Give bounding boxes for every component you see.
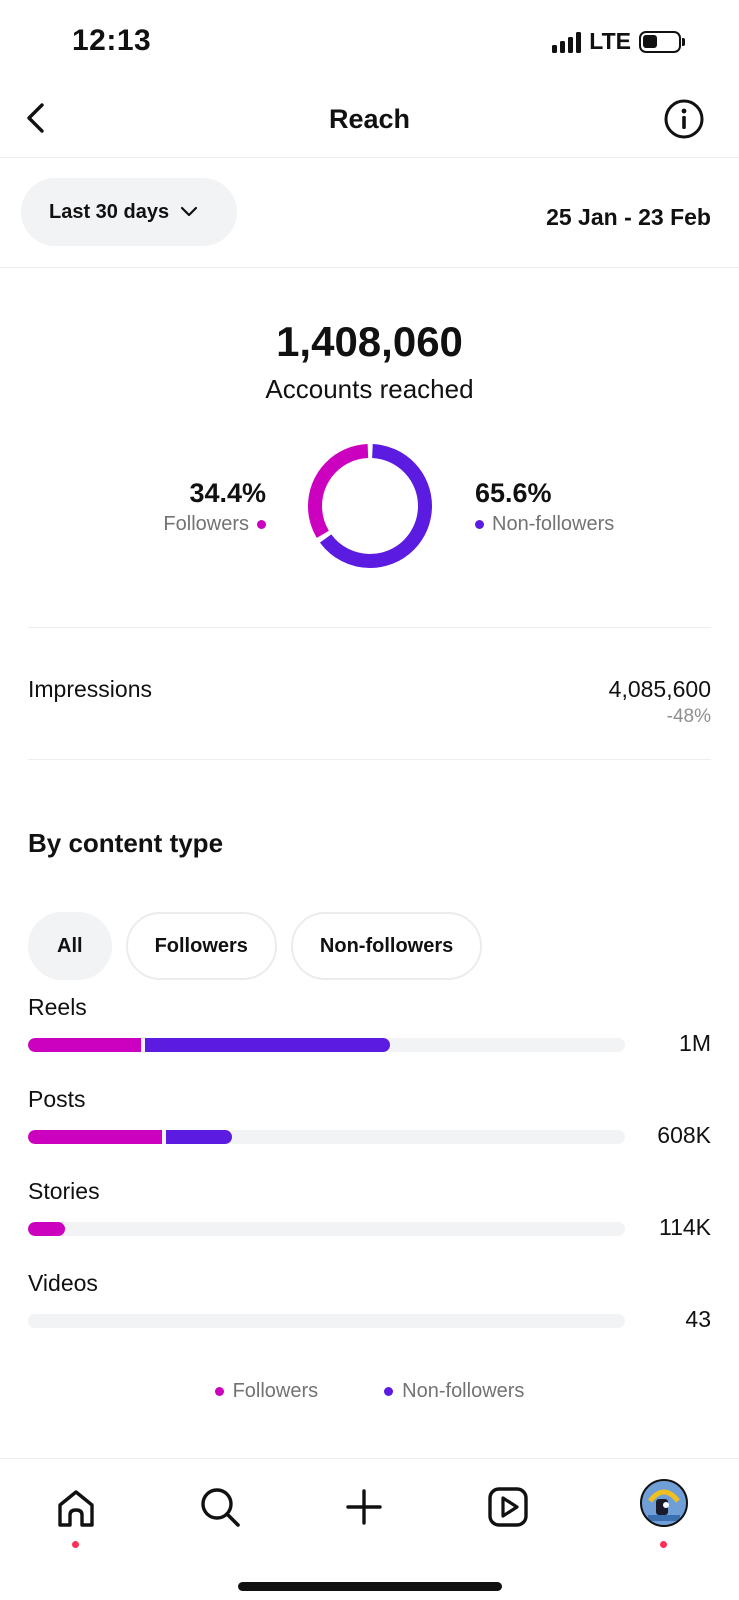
- impressions-change: -48%: [666, 706, 711, 727]
- status-indicators: LTE: [552, 28, 685, 55]
- chip-followers[interactable]: Followers: [125, 912, 277, 980]
- content-type-value: 1M: [679, 1030, 711, 1056]
- nonfollowers-stat: 65.6% Non-followers: [475, 478, 614, 536]
- chip-all[interactable]: All: [28, 912, 112, 980]
- followers-stat: 34.4% Followers: [163, 478, 266, 536]
- nonfollowers-dot-icon: [475, 520, 484, 529]
- page-title: Reach: [328, 104, 411, 134]
- chip-nonfollowers[interactable]: Non-followers: [290, 912, 483, 980]
- followers-stat-label-row: Followers: [163, 513, 266, 536]
- accounts-reached-label: Accounts reached: [265, 374, 474, 404]
- filter-row: Last 30 days 25 Jan - 23 Feb: [0, 158, 739, 268]
- divider: [28, 627, 711, 628]
- nonfollowers-stat-label-row: Non-followers: [475, 513, 614, 536]
- content-type-row-videos: Videos 43: [28, 1270, 711, 1350]
- content-type-row-stories: Stories 114K: [28, 1178, 711, 1258]
- info-icon[interactable]: [663, 98, 705, 140]
- content-type-bar: [28, 1038, 625, 1052]
- followers-label: Followers: [163, 513, 249, 535]
- legend-item-nonfollowers: Non-followers: [384, 1380, 524, 1403]
- donut-segment-nonfollowers: [308, 444, 432, 568]
- nonfollowers-dot-icon: [384, 1387, 394, 1396]
- accounts-reached-value: 1,408,060: [276, 318, 463, 365]
- profile-notification-dot: [660, 1541, 667, 1548]
- reach-donut-chart: [308, 444, 432, 568]
- home-notification-dot: [72, 1541, 79, 1548]
- impressions-label: Impressions: [28, 676, 152, 702]
- bottom-tab-bar: [0, 1458, 739, 1600]
- legend-item-followers: Followers: [214, 1380, 319, 1403]
- profile-avatar[interactable]: [640, 1479, 688, 1527]
- date-range-dropdown[interactable]: Last 30 days: [21, 178, 237, 246]
- content-type-value: 43: [685, 1306, 711, 1332]
- back-arrow-icon[interactable]: [18, 98, 58, 138]
- nav-header: Reach: [0, 80, 739, 158]
- search-icon[interactable]: [196, 1483, 244, 1531]
- home-icon[interactable]: [52, 1483, 100, 1531]
- impressions-value: 4,085,600: [608, 676, 711, 702]
- signal-icon: [552, 31, 582, 53]
- reels-icon[interactable]: [484, 1483, 532, 1531]
- home-indicator: [238, 1582, 502, 1591]
- chevron-down-icon: [180, 206, 198, 217]
- audience-filter-chips: All Followers Non-followers: [28, 912, 483, 980]
- date-range-text: 25 Jan - 23 Feb: [546, 204, 711, 230]
- content-type-value: 114K: [658, 1214, 711, 1240]
- followers-dot-icon: [214, 1387, 224, 1396]
- date-range-label: Last 30 days: [49, 200, 170, 223]
- content-type-row-reels: Reels 1M: [28, 994, 711, 1074]
- content-type-name: Stories: [28, 1178, 100, 1204]
- divider: [28, 759, 711, 760]
- nonfollowers-label: Non-followers: [492, 513, 615, 535]
- content-type-name: Videos: [28, 1270, 98, 1296]
- bar-segment-nonfollowers: [145, 1038, 391, 1052]
- section-title-content-type: By content type: [28, 828, 224, 858]
- content-type-name: Posts: [28, 1086, 86, 1112]
- status-time: 12:13: [72, 24, 152, 57]
- status-bar: 12:13 LTE: [0, 0, 739, 80]
- content-type-bar: [28, 1314, 625, 1328]
- chart-legend: Followers Non-followers: [0, 1380, 739, 1403]
- nonfollowers-percent: 65.6%: [475, 478, 552, 508]
- content-type-row-posts: Posts 608K: [28, 1086, 711, 1166]
- avatar-image: [642, 1481, 686, 1525]
- content-type-bar: [28, 1222, 625, 1236]
- content-type-bar: [28, 1130, 625, 1144]
- bar-segment-followers: [28, 1038, 142, 1052]
- battery-icon: [639, 30, 685, 53]
- network-type: LTE: [589, 28, 631, 54]
- plus-icon[interactable]: [340, 1483, 388, 1531]
- bar-segment-followers: [28, 1222, 65, 1236]
- donut-segment-followers: [308, 444, 432, 568]
- bar-segment-nonfollowers: [166, 1130, 232, 1144]
- content-type-name: Reels: [28, 994, 87, 1020]
- legend-label: Followers: [232, 1380, 319, 1402]
- followers-dot-icon: [257, 520, 266, 529]
- bar-segment-followers: [28, 1130, 163, 1144]
- content-type-value: 608K: [657, 1122, 711, 1148]
- legend-label: Non-followers: [402, 1380, 525, 1402]
- followers-percent: 34.4%: [189, 478, 266, 508]
